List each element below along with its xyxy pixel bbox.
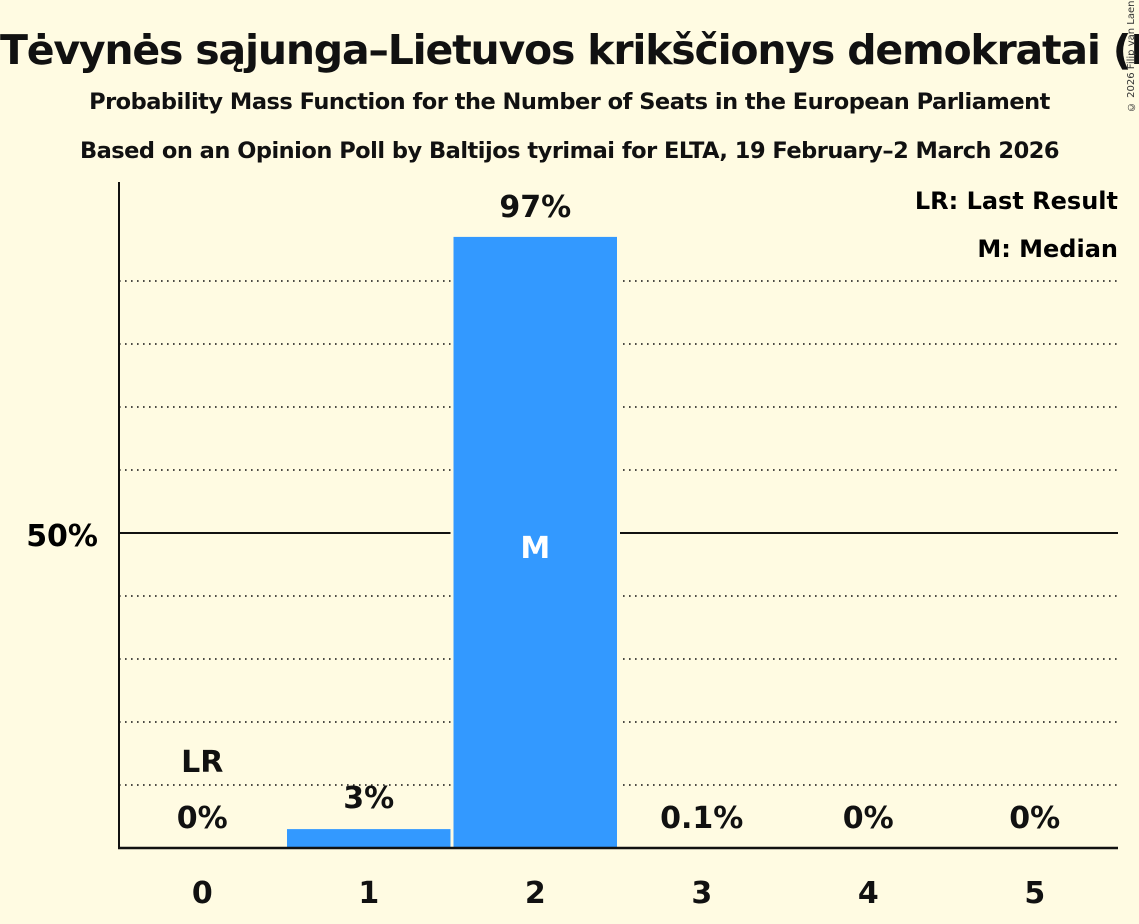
value-labels: 0% 3% 97% 0.1% 0% 0% LR M bbox=[177, 190, 1060, 836]
median-marker: M bbox=[520, 531, 550, 566]
value-label-0: 0% bbox=[177, 801, 228, 836]
value-label-5: 0% bbox=[1009, 801, 1060, 836]
bar-2 bbox=[453, 236, 617, 848]
x-tick-4: 4 bbox=[858, 876, 879, 911]
bar-1 bbox=[287, 829, 451, 848]
legend-median: M: Median bbox=[977, 235, 1118, 263]
value-label-3: 0.1% bbox=[660, 801, 743, 836]
chart-subtitle: Probability Mass Function for the Number… bbox=[89, 89, 1050, 115]
x-tick-0: 0 bbox=[192, 876, 213, 911]
x-tick-1: 1 bbox=[358, 876, 379, 911]
y-tick-50: 50% bbox=[26, 519, 98, 554]
chart-title: Tėvynės sąjunga–Lietuvos krikščionys dem… bbox=[0, 26, 1139, 74]
x-tick-labels: 0 1 2 3 4 5 bbox=[192, 876, 1045, 911]
x-tick-3: 3 bbox=[691, 876, 712, 911]
value-label-1: 3% bbox=[343, 781, 394, 816]
chart-source: Based on an Opinion Poll by Baltijos tyr… bbox=[79, 138, 1060, 164]
value-label-2: 97% bbox=[499, 190, 571, 225]
bars bbox=[284, 236, 620, 848]
last-result-marker: LR bbox=[181, 745, 223, 780]
x-tick-2: 2 bbox=[525, 876, 546, 911]
legend-last-result: LR: Last Result bbox=[915, 187, 1118, 215]
value-label-4: 0% bbox=[843, 801, 894, 836]
x-tick-5: 5 bbox=[1024, 876, 1045, 911]
